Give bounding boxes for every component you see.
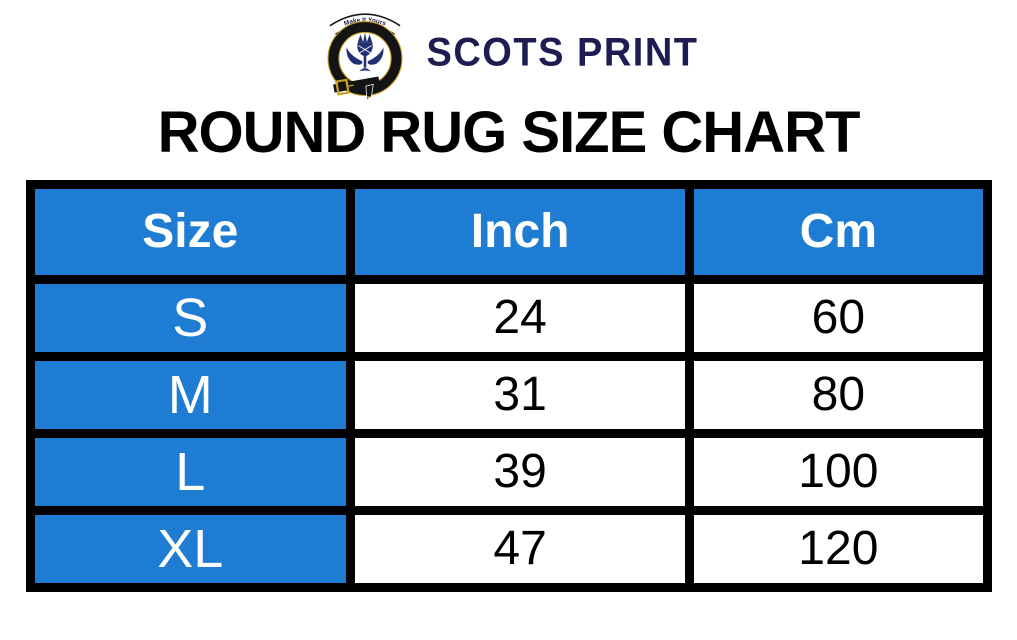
inch-value: 24 [355, 284, 686, 352]
strap-tail [365, 83, 374, 101]
table-row: L 39 100 [34, 438, 983, 506]
clan-crest-logo-icon: Make It Yours [326, 13, 403, 101]
column-header-size: Size [34, 189, 347, 275]
belt-gold-outer-edge [326, 20, 403, 97]
column-header-inch: Inch [355, 189, 686, 275]
brand-name: SCOTS PRINT [426, 30, 699, 75]
page-title: ROUND RUG SIZE CHART [157, 100, 861, 165]
thistle-icon [346, 32, 384, 72]
brand-header: Make It Yours [0, 0, 1017, 101]
cm-value: 100 [694, 438, 983, 506]
belt-buckle [332, 76, 380, 96]
column-header-cm: Cm [694, 189, 983, 275]
size-label: XL [34, 515, 347, 583]
inch-value: 31 [355, 361, 686, 429]
belt-ring [327, 21, 402, 96]
ribbon-band [329, 15, 400, 34]
size-chart-table: Size Inch Cm S 24 60 M 31 80 L 39 100 [25, 180, 992, 592]
table-row: M 31 80 [34, 361, 983, 429]
cm-value: 80 [694, 361, 983, 429]
size-label: L [34, 438, 347, 506]
thistle-lattice [357, 45, 372, 54]
header-row: Size Inch Cm [34, 189, 983, 275]
inch-value: 39 [355, 438, 686, 506]
table-row: S 24 60 [34, 284, 983, 352]
cm-value: 60 [694, 284, 983, 352]
table-row: XL 47 120 [34, 515, 983, 583]
size-label: S [34, 284, 347, 352]
inch-value: 47 [355, 515, 686, 583]
cm-value: 120 [694, 515, 983, 583]
size-label: M [34, 361, 347, 429]
